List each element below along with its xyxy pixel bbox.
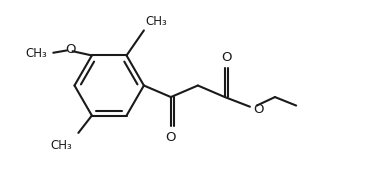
Text: O: O — [253, 103, 263, 116]
Text: CH₃: CH₃ — [146, 15, 168, 28]
Text: CH₃: CH₃ — [26, 47, 47, 60]
Text: O: O — [222, 50, 232, 64]
Text: O: O — [66, 43, 76, 56]
Text: O: O — [166, 131, 176, 144]
Text: CH₃: CH₃ — [51, 139, 73, 152]
